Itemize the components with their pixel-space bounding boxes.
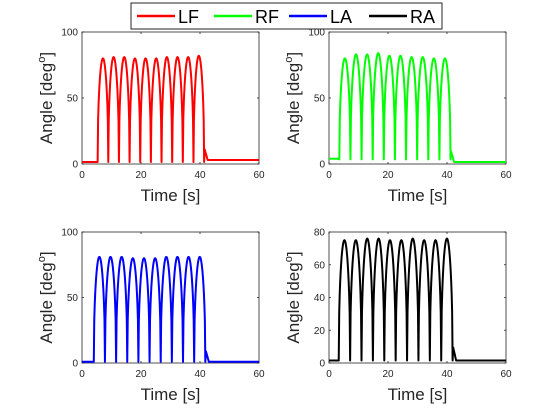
x-tick-label: 0 <box>79 369 85 380</box>
y-tick-label: 40 <box>314 293 326 304</box>
y-axis-label-text: Angle [deg <box>37 262 56 343</box>
y-axis-label-close: ] <box>37 251 56 256</box>
x-tick-label: 20 <box>135 369 147 380</box>
subplot-ra: 0 20 40 60 0 20 40 60 80 Time [s] Angle [dego] <box>283 228 512 405</box>
y-tick-label: 80 <box>314 228 326 239</box>
x-tick-label: 60 <box>500 170 512 181</box>
y-axis-label: Angle [dego] <box>283 52 303 144</box>
y-tick-label: 0 <box>319 359 325 370</box>
y-tick-label: 0 <box>72 160 78 171</box>
y-tick-label: 0 <box>72 359 78 370</box>
y-axis-label-close: ] <box>284 52 303 57</box>
y-tick-label: 50 <box>67 293 79 304</box>
y-tick-label: 50 <box>314 94 326 105</box>
x-axis-label: Time [s] <box>141 385 201 404</box>
series-line-la <box>82 255 259 363</box>
legend-label-lf: LF <box>178 7 199 27</box>
y-axis-label-superscript: o <box>36 57 48 63</box>
x-tick-label: 40 <box>194 369 206 380</box>
x-tick-label: 20 <box>382 369 394 380</box>
subplot-lf: 0 20 40 60 0 50 100 Time [s] Angle [dego] <box>36 28 265 206</box>
y-axis-label: Angle [dego] <box>36 251 56 343</box>
legend-label-la: LA <box>330 7 352 27</box>
legend-label-ra: RA <box>410 7 435 27</box>
x-tick-label: 0 <box>326 170 332 181</box>
y-axis-label-superscript: o <box>283 57 295 63</box>
x-tick-label: 40 <box>194 170 206 181</box>
x-tick-label: 60 <box>500 369 512 380</box>
series-line-ra <box>329 237 506 362</box>
x-tick-label: 0 <box>326 369 332 380</box>
y-axis-label-text: Angle [deg <box>284 262 303 343</box>
y-axis-label-text: Angle [deg <box>37 63 56 144</box>
x-tick-label: 60 <box>253 170 265 181</box>
y-axis-label-superscript: o <box>283 256 295 262</box>
y-axis-label-close: ] <box>37 52 56 57</box>
x-tick-label: 60 <box>253 369 265 380</box>
series-line-rf <box>329 52 506 164</box>
x-tick-label: 20 <box>135 170 147 181</box>
y-axis-label-close: ] <box>284 251 303 256</box>
y-axis-label: Angle [dego] <box>283 251 303 343</box>
y-tick-label: 20 <box>314 326 326 337</box>
y-tick-label: 50 <box>67 94 79 105</box>
series-line-lf <box>82 54 259 164</box>
y-tick-label: 100 <box>61 28 78 39</box>
x-tick-label: 40 <box>441 369 453 380</box>
x-tick-label: 0 <box>79 170 85 181</box>
legend: LF RF LA RA <box>130 2 443 30</box>
x-axis-label: Time [s] <box>388 385 448 404</box>
x-axis-label: Time [s] <box>141 186 201 205</box>
x-tick-label: 40 <box>441 170 453 181</box>
x-axis-label: Time [s] <box>388 186 448 205</box>
y-tick-label: 0 <box>319 160 325 171</box>
subplot-la: 0 20 40 60 0 50 100 Time [s] Angle [dego] <box>36 228 265 405</box>
y-tick-label: 100 <box>61 228 78 239</box>
y-axis-label-superscript: o <box>36 256 48 262</box>
y-tick-label: 60 <box>314 260 326 271</box>
subplot-rf: 0 20 40 60 0 50 100 Time [s] Angle [dego] <box>283 28 512 206</box>
y-tick-label: 100 <box>308 28 325 39</box>
x-tick-label: 20 <box>382 170 394 181</box>
legend-label-rf: RF <box>255 7 279 27</box>
y-axis-label: Angle [dego] <box>36 52 56 144</box>
y-axis-label-text: Angle [deg <box>284 63 303 144</box>
